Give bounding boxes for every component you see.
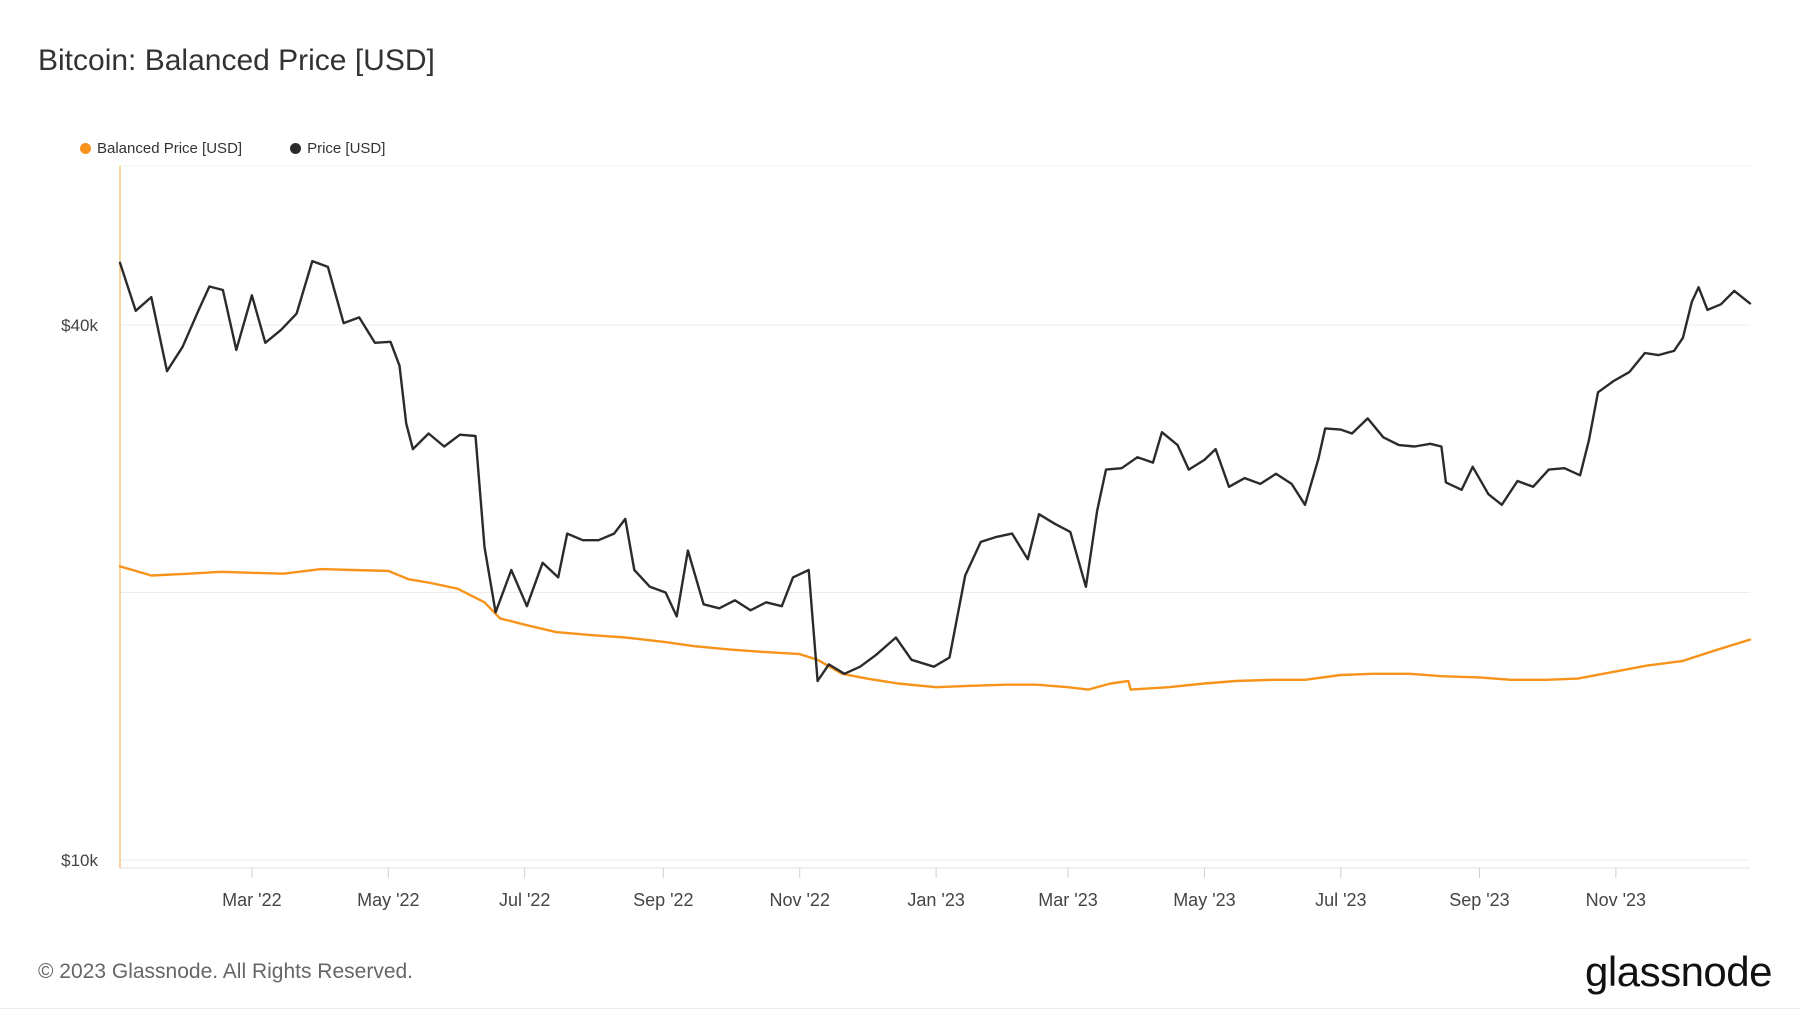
legend-dot-icon	[80, 143, 91, 154]
glassnode-logo: glassnode	[1585, 948, 1772, 995]
divider	[0, 1008, 1800, 1009]
x-tick-label: May '22	[357, 890, 419, 910]
legend-label: Balanced Price [USD]	[97, 140, 243, 157]
x-tick-label: Nov '22	[769, 890, 829, 910]
y-tick-label: $10k	[61, 851, 98, 870]
x-tick-label: Mar '22	[222, 890, 281, 910]
x-tick-label: Jul '22	[499, 890, 550, 910]
price-series-line	[118, 259, 1752, 683]
x-tick-label: Mar '23	[1038, 890, 1097, 910]
x-tick-label: Nov '23	[1586, 890, 1646, 910]
x-tick-label: Sep '23	[1449, 890, 1510, 910]
legend-item-balanced-price[interactable]: Balanced Price [USD]	[80, 140, 242, 157]
chart-title: Bitcoin: Balanced Price [USD]	[38, 44, 435, 77]
x-tick-label: Jul '23	[1315, 890, 1366, 910]
x-tick-label: Jan '23	[907, 890, 964, 910]
copyright-text: © 2023 Glassnode. All Rights Reserved.	[38, 960, 414, 983]
legend-dot-icon	[290, 143, 302, 154]
legend-label: Price [USD]	[307, 140, 386, 157]
x-tick-label: May '23	[1173, 890, 1235, 910]
chart-legend: Balanced Price [USD] Price [USD]	[80, 140, 385, 157]
balanced-price-series-line	[118, 565, 1752, 691]
legend-item-price[interactable]: Price [USD]	[290, 140, 385, 157]
y-tick-label: $40k	[61, 316, 98, 335]
x-tick-label: Sep '22	[633, 890, 694, 910]
chart-plot-area[interactable]: $10k $40k Mar '22 May '22 Jul '22 Sep '22 Nov …	[0, 0, 1800, 940]
